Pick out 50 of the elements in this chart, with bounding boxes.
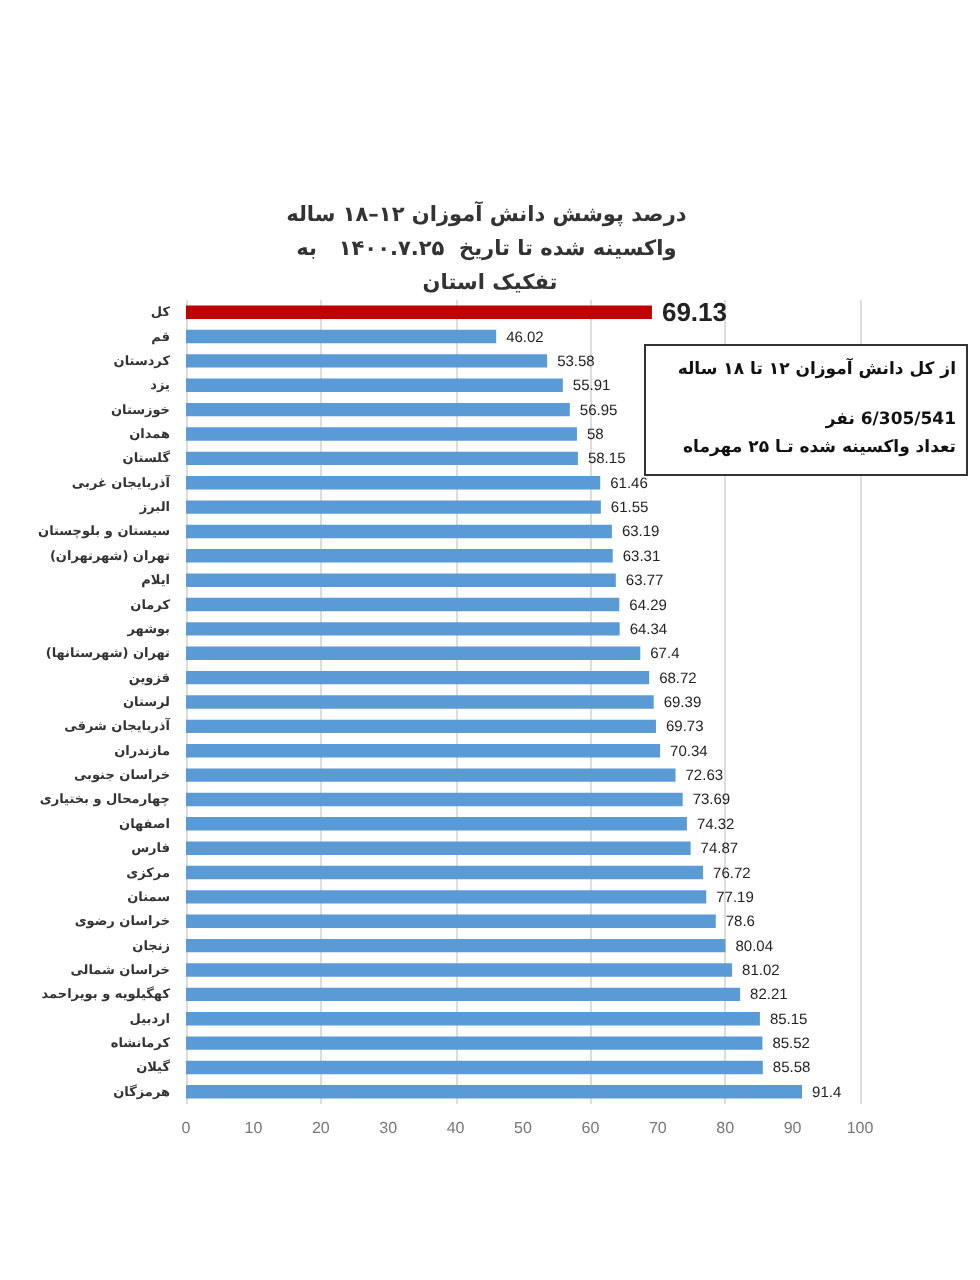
bar bbox=[186, 354, 548, 368]
bar bbox=[186, 622, 620, 636]
bar bbox=[186, 378, 563, 392]
x-tick-label: 30 bbox=[379, 1119, 399, 1137]
bar bbox=[186, 427, 577, 441]
annotation: تعداد واکسینه شده تـا ۲۵ مهرماه bbox=[681, 438, 956, 461]
x-tick-label: 70 bbox=[648, 1119, 668, 1137]
annotation: از کل دانش آموزان ۱۲ تا ۱۸ ساله bbox=[675, 360, 956, 383]
bar bbox=[186, 476, 601, 490]
bar bbox=[186, 841, 691, 855]
x-tick-label: 0 bbox=[181, 1119, 192, 1137]
x-tick-label: 60 bbox=[581, 1119, 601, 1137]
bar bbox=[186, 1085, 803, 1099]
bar bbox=[186, 792, 683, 807]
data-label: 69.13 bbox=[661, 297, 728, 328]
bar bbox=[186, 573, 616, 587]
bar bbox=[186, 890, 707, 904]
bar bbox=[186, 402, 570, 417]
chart-title: درصد پوشش دانش آموزان ۱۲–۱۸ ساله واکسینه شده تا تاریخ ۱۴۰۰.۷.۲۵ به تفکیک استان bbox=[286, 199, 694, 295]
bar bbox=[186, 1036, 763, 1050]
bar bbox=[186, 524, 612, 539]
bar bbox=[186, 914, 716, 928]
bar bbox=[186, 1060, 763, 1075]
x-tick-label: 10 bbox=[244, 1119, 264, 1137]
bar bbox=[186, 817, 687, 831]
bar bbox=[186, 597, 620, 612]
bar bbox=[186, 695, 654, 709]
bar bbox=[186, 1012, 760, 1026]
bar bbox=[186, 646, 641, 660]
x-tick-label: 90 bbox=[783, 1119, 803, 1137]
bar bbox=[186, 744, 661, 758]
bar bbox=[186, 549, 613, 563]
x-tick-label: 50 bbox=[514, 1119, 533, 1137]
bar bbox=[186, 451, 578, 466]
x-tick-label: 100 bbox=[846, 1119, 875, 1137]
bar bbox=[186, 865, 704, 880]
bar bbox=[186, 987, 741, 1002]
bar bbox=[186, 938, 726, 953]
bar bbox=[186, 719, 656, 734]
bar bbox=[186, 670, 650, 685]
x-tick-label: 20 bbox=[311, 1119, 331, 1137]
bar bbox=[186, 963, 733, 977]
bar bbox=[186, 305, 652, 319]
annotation: 6/305/541 نفر bbox=[823, 410, 956, 433]
x-tick-label: 40 bbox=[446, 1119, 466, 1137]
bar bbox=[186, 500, 601, 514]
note-box: از کل دانش آموزان ۱۲ تا ۱۸ ساله 6/305/541 نفر تعداد واکسینه شده تـا ۲۵ مهرماه bbox=[644, 344, 968, 477]
bar bbox=[186, 768, 676, 782]
bar bbox=[186, 329, 497, 344]
x-tick-label: 80 bbox=[716, 1119, 736, 1137]
